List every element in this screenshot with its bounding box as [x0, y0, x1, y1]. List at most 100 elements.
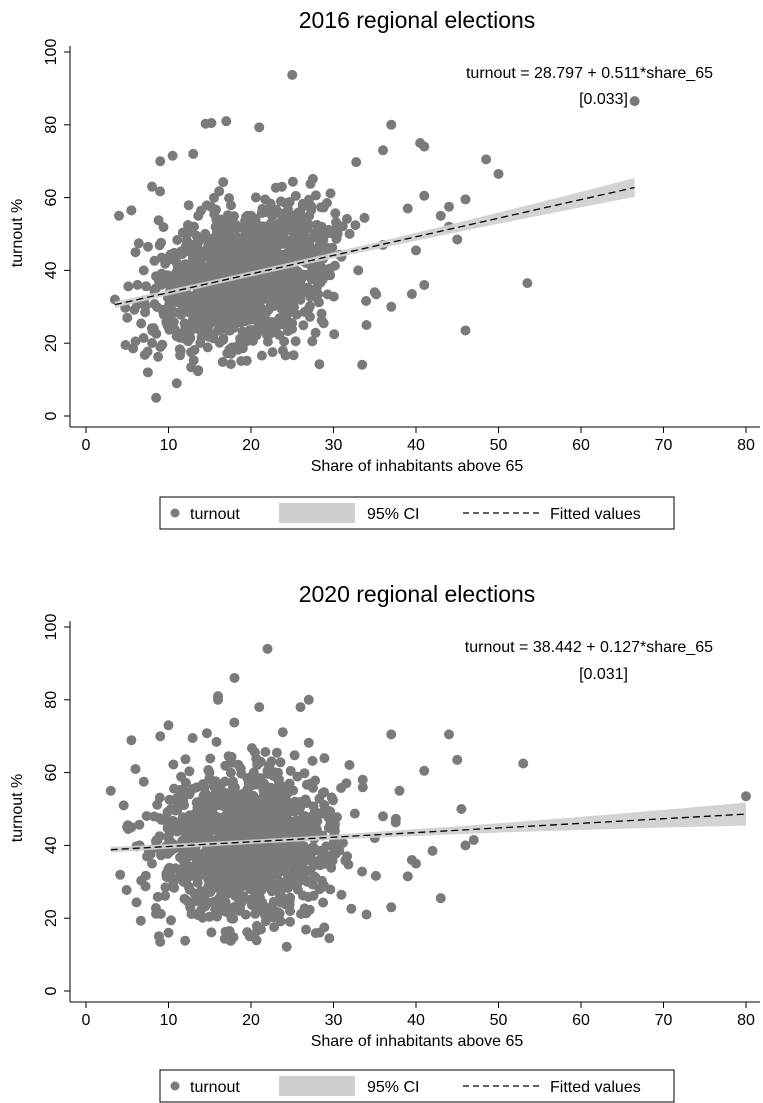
x-tick-label: 10	[160, 437, 178, 454]
data-point	[290, 336, 301, 347]
data-point	[304, 301, 315, 312]
data-point	[254, 702, 265, 713]
data-point	[285, 765, 296, 776]
data-point	[295, 702, 306, 713]
data-point	[292, 771, 303, 782]
data-point	[386, 119, 397, 130]
x-tick-label: 40	[407, 1012, 425, 1029]
data-point	[207, 852, 217, 863]
data-point	[330, 819, 340, 830]
data-point	[176, 246, 187, 257]
data-point	[224, 875, 235, 886]
data-point	[253, 901, 263, 912]
data-point	[169, 823, 180, 834]
data-point	[343, 859, 354, 870]
y-tick-label: 60	[43, 189, 60, 207]
data-point	[342, 851, 353, 862]
data-point	[175, 872, 186, 883]
data-point	[232, 870, 243, 881]
data-point	[130, 247, 141, 258]
x-tick-label: 20	[242, 1012, 260, 1029]
data-point	[168, 317, 179, 327]
data-point	[220, 238, 231, 249]
data-point	[310, 327, 321, 338]
data-point	[220, 760, 231, 771]
data-point	[321, 242, 332, 253]
data-point	[213, 296, 224, 307]
data-point	[133, 238, 144, 249]
data-point	[155, 186, 166, 197]
data-point	[283, 803, 294, 814]
fitted-line	[110, 813, 747, 851]
data-point	[202, 342, 213, 353]
data-point	[273, 248, 284, 259]
data-point	[220, 906, 231, 917]
data-point	[290, 847, 301, 858]
data-point	[240, 291, 251, 302]
data-point	[218, 177, 229, 188]
data-point	[285, 239, 296, 250]
data-point	[135, 915, 146, 926]
data-point	[302, 876, 313, 887]
data-point	[334, 845, 345, 856]
data-point	[160, 890, 171, 901]
data-point	[236, 882, 247, 892]
x-tick-label: 80	[737, 1012, 755, 1029]
data-point	[305, 778, 316, 789]
data-point	[262, 809, 273, 820]
x-tick-label: 50	[490, 1012, 508, 1029]
data-point	[291, 802, 302, 813]
ci-band	[110, 802, 747, 853]
data-point	[126, 822, 137, 833]
y-tick-label: 100	[43, 614, 60, 641]
data-point	[186, 909, 197, 919]
data-point	[224, 344, 235, 355]
y-tick-label: 60	[43, 764, 60, 782]
data-point	[187, 861, 198, 872]
x-tick-label: 50	[490, 437, 508, 454]
data-point	[378, 811, 388, 822]
data-point	[203, 765, 214, 775]
data-point	[258, 791, 269, 802]
data-point	[136, 875, 147, 886]
data-point	[114, 210, 124, 221]
data-point	[435, 210, 446, 221]
y-ticks: 0 20 40 60 80 100	[43, 614, 60, 996]
data-point	[143, 241, 153, 252]
data-point	[238, 891, 249, 902]
data-point	[222, 210, 233, 221]
data-point	[278, 297, 289, 308]
x-tick-label: 60	[572, 1012, 590, 1029]
data-point	[205, 753, 216, 764]
y-tick-label: 40	[43, 261, 60, 279]
data-point	[162, 807, 173, 818]
data-point	[304, 210, 315, 221]
legend-label-fit: Fitted values	[550, 1079, 641, 1096]
x-ticks: 0 10 20 30 40 50 60 70 80	[82, 1012, 755, 1029]
data-point	[147, 181, 157, 192]
data-point	[163, 927, 174, 938]
data-point	[223, 751, 234, 762]
data-point	[246, 254, 257, 265]
data-point	[294, 233, 305, 244]
data-point	[187, 822, 198, 833]
data-point	[229, 717, 240, 728]
data-point	[122, 312, 133, 323]
data-point	[265, 876, 276, 887]
data-point	[248, 767, 259, 778]
data-point	[456, 804, 467, 814]
data-point	[204, 260, 215, 271]
data-point	[211, 736, 222, 747]
data-point	[370, 870, 381, 881]
x-ticks: 0 10 20 30 40 50 60 70 80	[82, 437, 755, 454]
data-point	[195, 248, 206, 259]
data-point	[361, 909, 372, 920]
data-point	[167, 873, 178, 883]
x-tick-label: 10	[160, 1012, 178, 1029]
data-point	[242, 773, 253, 784]
data-point	[279, 336, 290, 347]
data-point	[180, 293, 191, 304]
data-point	[260, 228, 271, 239]
data-point	[357, 866, 368, 877]
data-point	[186, 347, 196, 358]
